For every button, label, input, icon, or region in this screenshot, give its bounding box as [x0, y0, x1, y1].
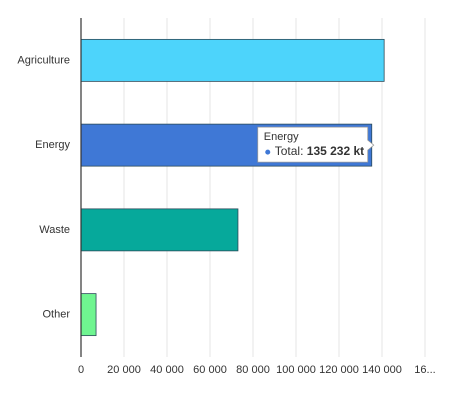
tooltip-box: [257, 126, 375, 163]
bar: [80, 38, 385, 82]
y-tick-label: Energy: [35, 139, 70, 151]
bar: [80, 208, 239, 252]
tooltip-label: Total:: [275, 144, 304, 158]
x-tick-label: 0: [78, 364, 84, 376]
x-tick-label: 20 000: [107, 364, 141, 376]
y-tick-label: Agriculture: [17, 54, 70, 66]
tooltip-title: Energy: [264, 131, 299, 143]
x-tick-label: 140 000: [362, 364, 402, 376]
bar: [80, 293, 97, 337]
x-tick-label: 60 000: [193, 364, 227, 376]
x-tick-label: 16...: [414, 364, 435, 376]
tooltip-dot: [265, 149, 271, 155]
y-tick-label: Waste: [39, 224, 70, 236]
y-tick-label: Other: [42, 309, 70, 321]
tooltip-line: Total: 135 232 kt: [275, 144, 364, 158]
tooltip-value: 135 232 kt: [307, 144, 364, 158]
x-tick-label: 100 000: [276, 364, 316, 376]
x-tick-label: 120 000: [319, 364, 359, 376]
x-tick-label: 80 000: [236, 364, 270, 376]
x-tick-label: 40 000: [150, 364, 184, 376]
